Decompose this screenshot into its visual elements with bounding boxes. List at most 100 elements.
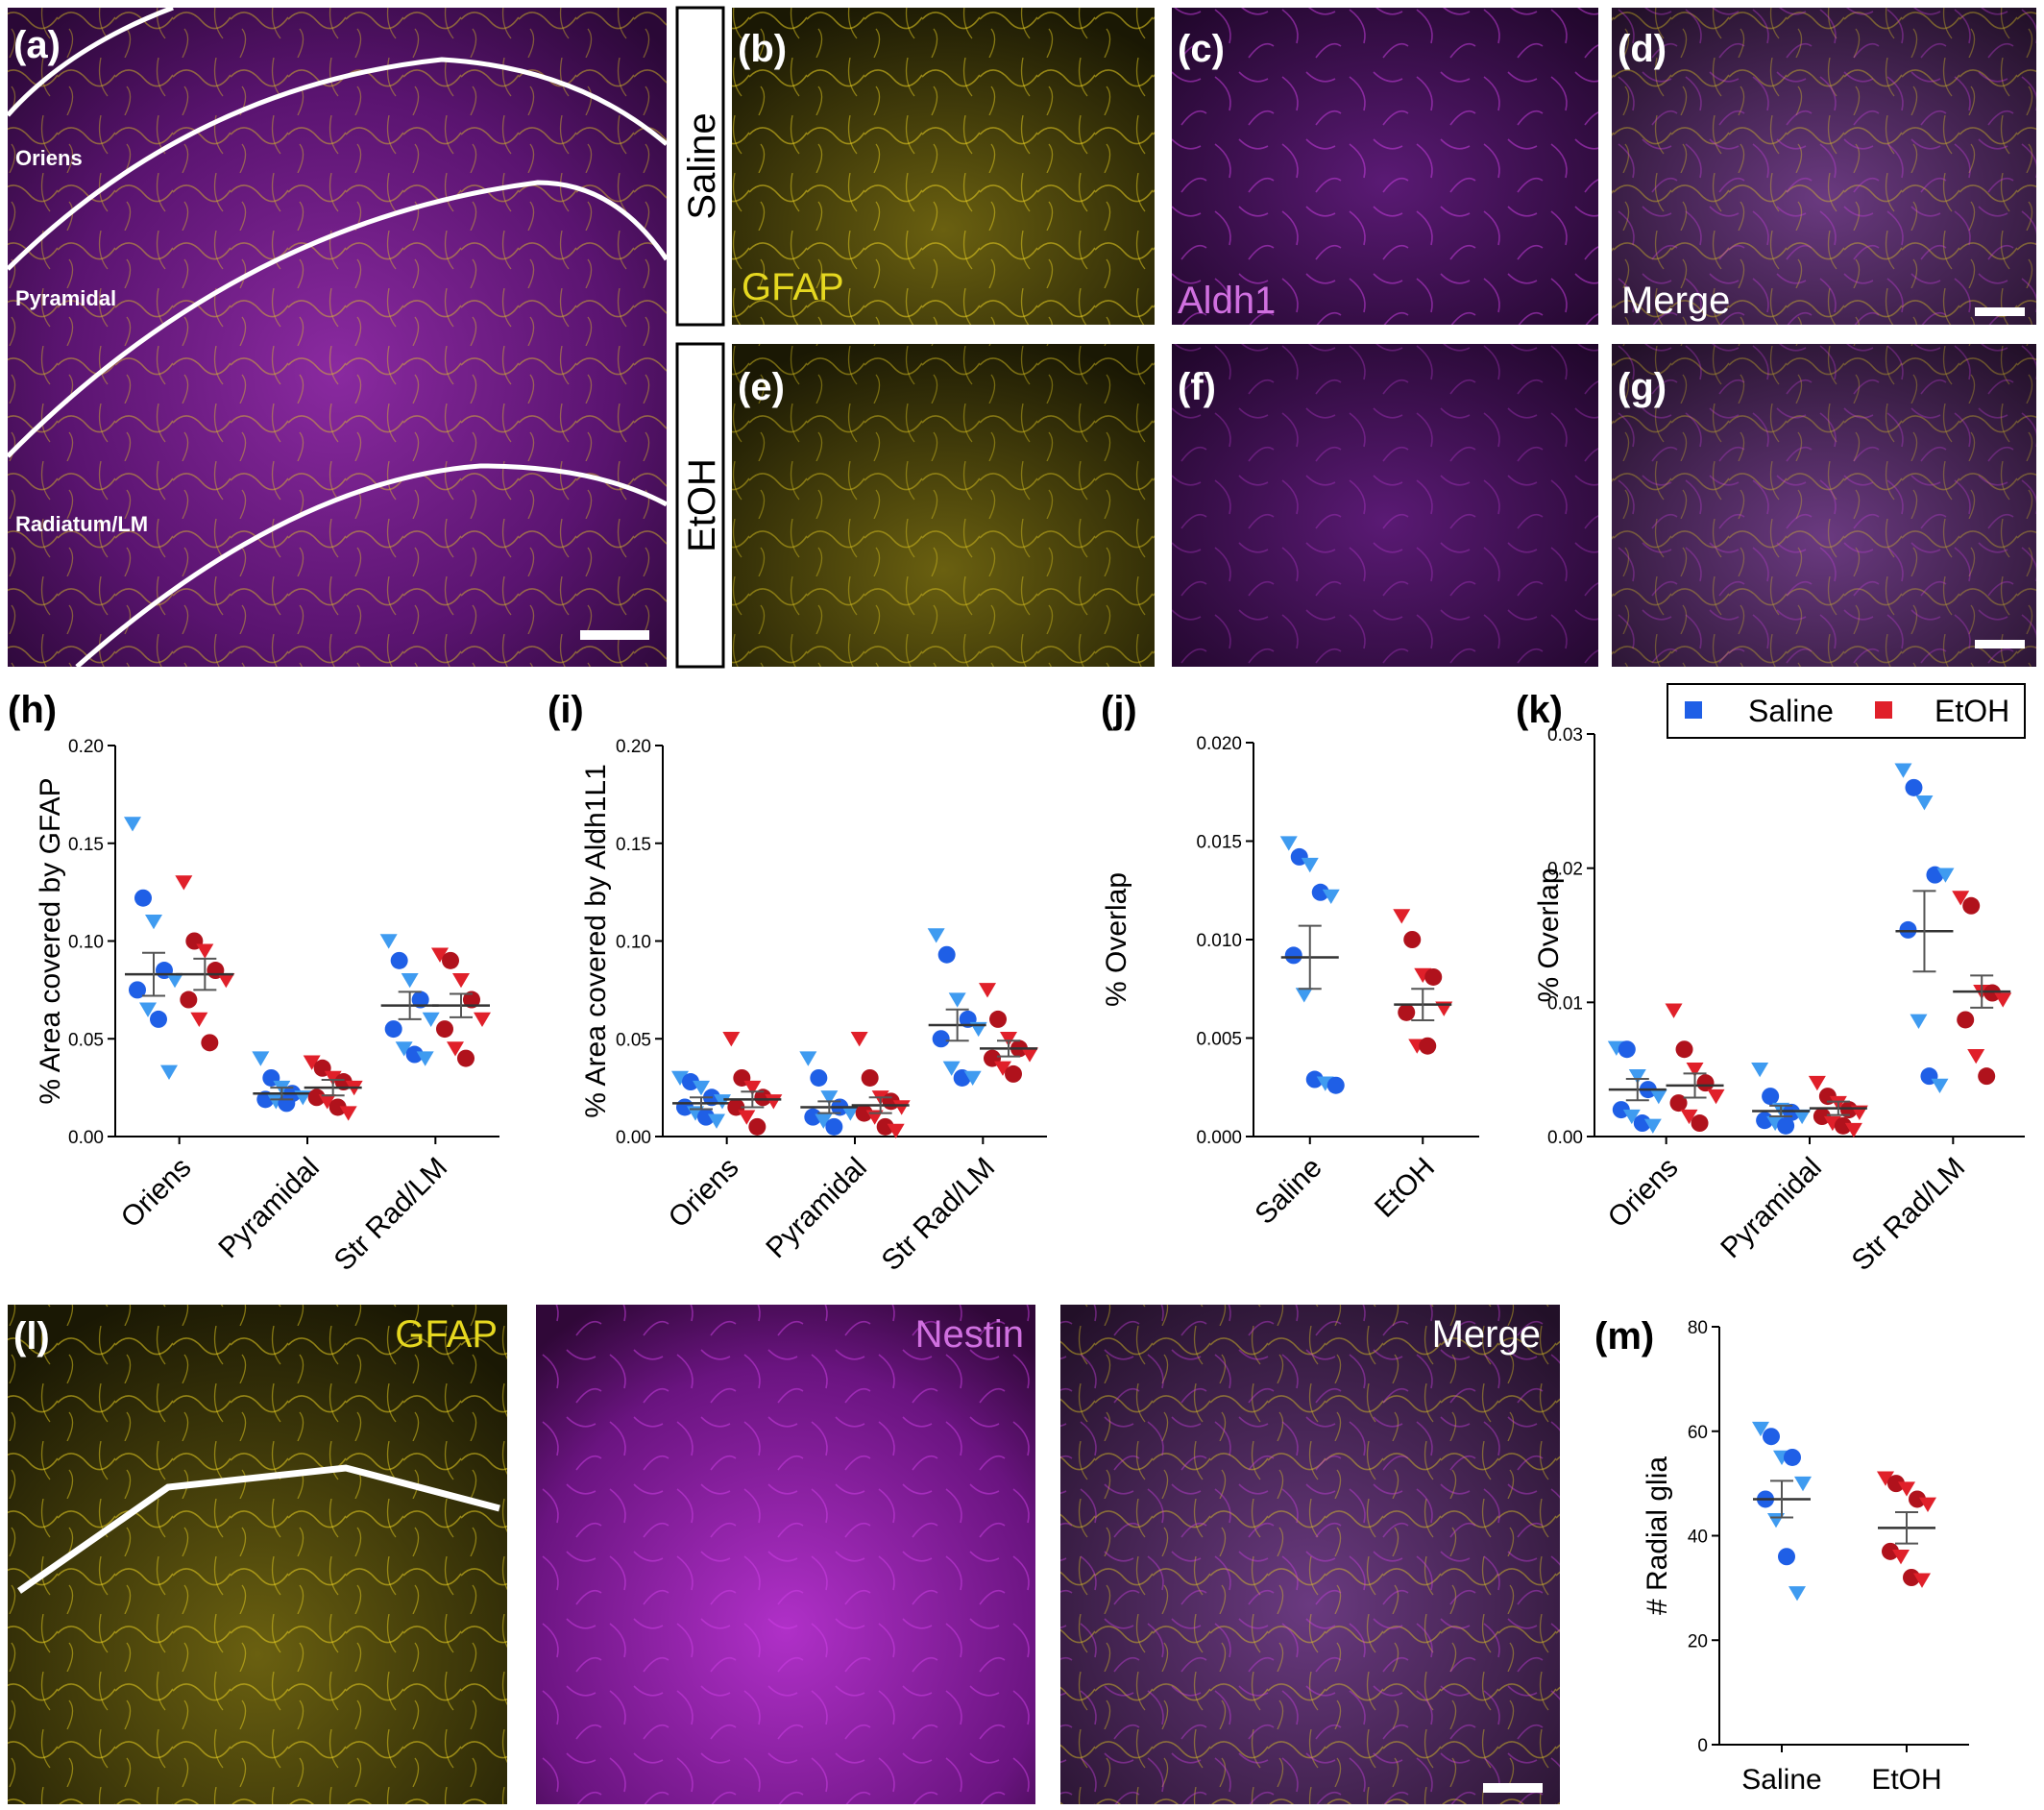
x-category-label: Str Rad/LM: [328, 1152, 454, 1278]
panel-b-image: (b) GFAP: [732, 8, 1155, 325]
data-point: [1327, 1077, 1345, 1094]
data-point: [180, 991, 197, 1009]
data-point: [1910, 1015, 1927, 1029]
panel-l-merge-image: Merge: [1060, 1305, 1560, 1804]
row-label-etoh: EtOH: [681, 458, 723, 552]
y-tick-label: 60: [1688, 1423, 1708, 1443]
data-point: [851, 1032, 868, 1046]
data-point: [1967, 1049, 1984, 1064]
panel-c-image: (c) Aldh1: [1172, 8, 1598, 325]
data-point: [1751, 1063, 1768, 1077]
layer-label-radiatum: Radiatum/LM: [15, 512, 148, 536]
channel-label-merge-l: Merge: [1432, 1313, 1541, 1356]
data-point: [1931, 1079, 1948, 1093]
legend-label-etoh: EtOH: [1934, 694, 2009, 728]
data-point: [1899, 921, 1916, 939]
data-point: [1302, 858, 1319, 872]
data-point: [124, 817, 141, 831]
data-point: [278, 1094, 295, 1112]
x-category-label: Saline: [1249, 1152, 1327, 1231]
channel-label-nestin: Nestin: [915, 1313, 1024, 1356]
panel-label-c: (c): [1178, 28, 1225, 70]
y-axis-label: % Area covered by Aldh1L1: [580, 764, 612, 1118]
data-point: [1697, 1074, 1715, 1091]
data-point: [799, 1051, 816, 1065]
data-point: [1691, 1114, 1709, 1132]
x-category-label: Oriens: [1602, 1152, 1685, 1235]
data-point: [1763, 1428, 1780, 1445]
data-point: [1676, 1040, 1693, 1058]
data-point: [1005, 1065, 1022, 1083]
chart-m: 020406080# Radial gliaSaline EtOH: [1642, 1318, 1969, 1796]
data-point: [474, 1013, 491, 1027]
data-point: [1398, 1004, 1415, 1021]
panel-l-gfap-image: (l) GFAP: [8, 1305, 507, 1804]
y-tick-label: 0.10: [616, 933, 651, 953]
data-point: [1424, 968, 1442, 986]
legend-label-saline: Saline: [1748, 694, 1834, 728]
data-point: [1393, 909, 1410, 923]
x-category-label: Pyramidal: [1715, 1152, 1828, 1265]
panel-label-g: (g): [1618, 366, 1667, 408]
y-tick-label: 0.20: [616, 737, 651, 757]
data-point: [748, 1118, 766, 1136]
y-tick-label: 20: [1688, 1631, 1708, 1651]
row-label-saline-box: Saline: [677, 8, 723, 325]
y-axis-label: % Overlap: [1533, 868, 1565, 1002]
data-point: [1905, 779, 1922, 796]
data-point: [452, 973, 470, 988]
panel-label-b: (b): [738, 28, 787, 70]
data-point: [402, 973, 419, 988]
layer-label-pyramidal: Pyramidal: [15, 286, 116, 310]
chart-k: 0.00 0.01 0.02 0.03 % Overlap Oriens Pyramidal…: [1533, 725, 2025, 1277]
chart-h: 0.000.050.100.150.20% Area covered by GF…: [35, 737, 499, 1277]
data-point: [175, 875, 192, 890]
data-point: [1419, 1038, 1436, 1055]
data-point: [457, 1050, 474, 1067]
data-point: [1666, 1004, 1683, 1018]
row-label-saline: Saline: [681, 112, 723, 219]
data-point: [145, 915, 162, 929]
data-point: [1285, 946, 1302, 964]
panel-label-e: (e): [738, 366, 785, 408]
y-tick-label: 80: [1688, 1318, 1708, 1338]
data-point: [1894, 764, 1911, 778]
data-point: [385, 1020, 402, 1038]
legend-marker-saline: [1685, 701, 1702, 719]
layer-label-oriens: Oriens: [15, 146, 83, 170]
data-point: [1978, 1067, 1995, 1085]
data-point: [196, 943, 213, 958]
panel-d-image: (d) Merge: [1612, 8, 2036, 325]
data-point: [938, 946, 956, 964]
data-point: [423, 1013, 440, 1027]
data-point: [252, 1051, 269, 1065]
data-point: [722, 1032, 740, 1046]
data-point: [442, 952, 459, 969]
x-category-label: EtOH: [1871, 1764, 1941, 1796]
data-point: [1280, 836, 1298, 850]
y-tick-label: 0.20: [68, 737, 104, 757]
panel-label-f: (f): [1178, 366, 1216, 408]
x-category-label: Str Rad/LM: [1846, 1152, 1972, 1278]
data-point: [1784, 1449, 1801, 1466]
x-category-label: Pyramidal: [212, 1152, 326, 1265]
data-point: [1762, 1088, 1779, 1105]
data-point: [201, 1034, 218, 1051]
data-point: [1708, 1089, 1725, 1104]
data-point: [949, 992, 966, 1007]
legend: Saline EtOH: [1667, 684, 2025, 738]
data-point: [391, 952, 408, 969]
data-point: [825, 1118, 842, 1136]
data-point: [1788, 1586, 1806, 1601]
data-point: [1296, 988, 1313, 1002]
y-tick-label: 0.020: [1196, 734, 1242, 754]
data-point: [1809, 1076, 1826, 1090]
panel-label-h: (h): [8, 689, 57, 731]
panel-e-image: (e): [732, 344, 1155, 667]
data-point: [160, 1065, 178, 1080]
data-point: [989, 1011, 1007, 1028]
channel-label-aldh1: Aldh1: [1178, 280, 1276, 322]
y-tick-label: 0.00: [616, 1128, 651, 1148]
x-category-label: EtOH: [1369, 1152, 1441, 1224]
